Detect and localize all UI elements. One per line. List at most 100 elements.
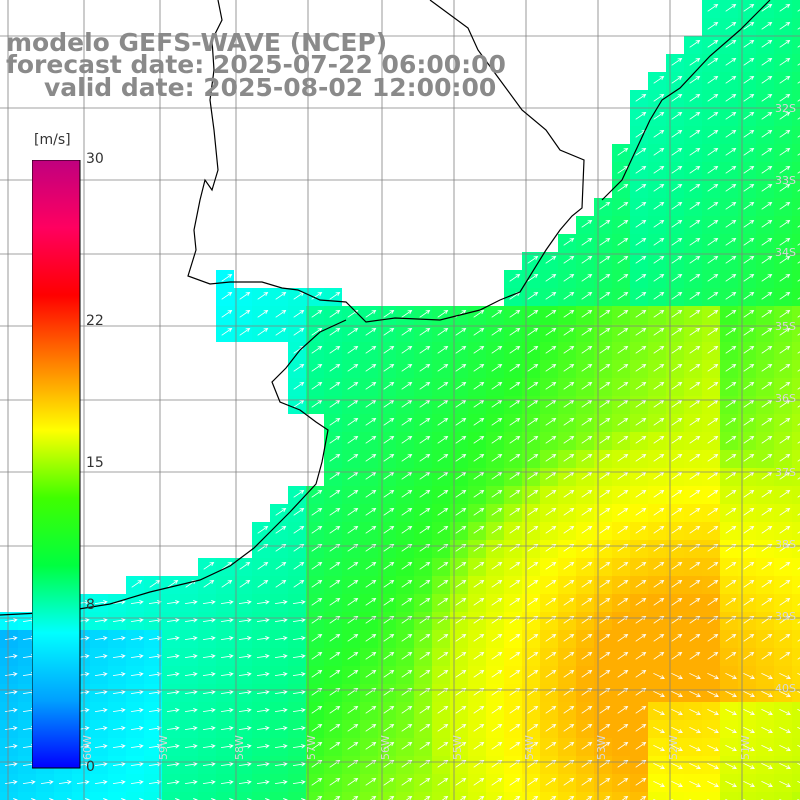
wind-arrow	[707, 328, 719, 336]
wind-speed-cell	[630, 792, 648, 800]
wind-arrow	[274, 654, 288, 659]
wind-arrow	[437, 526, 449, 534]
wind-arrow	[707, 726, 719, 734]
wind-arrow	[455, 400, 467, 408]
wind-arrow	[581, 364, 593, 372]
wind-arrow	[329, 724, 341, 732]
wind-arrow	[274, 672, 288, 677]
wind-arrow	[347, 490, 359, 498]
wind-arrow	[779, 418, 791, 426]
wind-arrow	[689, 274, 701, 282]
wind-arrow	[617, 778, 629, 786]
wind-arrow	[365, 670, 377, 678]
wind-arrow	[202, 600, 216, 605]
wind-arrow	[131, 580, 143, 588]
wind-arrow	[311, 346, 323, 354]
wind-arrow	[455, 526, 467, 534]
wind-arrow	[689, 418, 701, 426]
wind-arrow	[797, 405, 800, 408]
wind-arrow	[563, 706, 575, 714]
wind-arrow	[689, 166, 701, 174]
wind-arrow	[743, 238, 755, 246]
wind-arrow	[509, 436, 521, 444]
wind-speed-cell	[792, 630, 800, 648]
wind-arrow	[563, 346, 575, 354]
wind-arrow	[653, 562, 665, 570]
wind-arrow	[329, 508, 341, 516]
wind-arrow	[599, 670, 611, 678]
wind-arrow	[491, 706, 503, 714]
wind-arrow	[689, 130, 701, 138]
wind-arrow	[599, 454, 611, 462]
wind-arrow	[797, 549, 800, 552]
wind-arrow	[581, 742, 593, 750]
wind-arrow	[671, 346, 683, 354]
wind-arrow	[148, 780, 162, 785]
wind-arrow	[311, 328, 323, 336]
wind-arrow	[473, 724, 485, 732]
wind-arrow	[797, 333, 800, 336]
wind-arrow	[671, 418, 683, 426]
wind-arrow	[184, 744, 198, 749]
wind-arrow	[581, 706, 593, 714]
wind-arrow	[455, 652, 467, 660]
wind-arrow	[671, 310, 683, 318]
wind-arrow	[563, 508, 575, 516]
wind-arrow	[779, 4, 791, 12]
wind-speed-cell	[792, 396, 800, 414]
wind-arrow	[148, 690, 162, 695]
wind-arrow	[797, 369, 800, 372]
wind-speed-cell	[522, 792, 540, 800]
wind-arrow	[220, 654, 234, 659]
wind-arrow	[689, 310, 701, 318]
wind-arrow	[473, 526, 485, 534]
wind-arrow	[725, 490, 737, 498]
wind-arrow	[509, 634, 521, 642]
wind-arrow	[743, 4, 755, 12]
wind-arrow	[563, 490, 575, 498]
wind-arrow	[383, 580, 395, 588]
wind-arrow	[581, 256, 593, 264]
wind-arrow	[4, 726, 18, 731]
wind-arrow	[761, 634, 773, 642]
latitude-label: 33S	[775, 174, 796, 187]
wind-arrow	[779, 382, 791, 390]
wind-arrow	[527, 724, 539, 732]
longitude-label: 56W	[379, 735, 392, 760]
wind-arrow	[599, 346, 611, 354]
wind-arrow	[797, 762, 800, 765]
wind-arrow	[545, 490, 557, 498]
wind-speed-cell	[504, 792, 522, 800]
wind-arrow	[94, 726, 108, 731]
wind-arrow	[275, 508, 287, 516]
wind-arrow	[707, 436, 719, 444]
wind-arrow	[671, 328, 683, 336]
wind-arrow	[293, 580, 305, 588]
wind-arrow	[671, 708, 683, 716]
wind-arrow	[311, 400, 323, 408]
wind-arrow	[509, 382, 521, 390]
wind-arrow	[779, 274, 791, 282]
wind-arrow	[725, 364, 737, 372]
wind-arrow	[761, 598, 773, 606]
wind-arrow	[653, 472, 665, 480]
wind-arrow	[635, 490, 647, 498]
wind-arrow	[509, 328, 521, 336]
wind-arrow	[797, 279, 800, 282]
wind-speed-cell	[36, 792, 54, 800]
wind-arrow	[707, 690, 719, 698]
wind-arrow	[112, 726, 126, 731]
wind-arrow	[130, 618, 144, 623]
wind-arrow	[491, 742, 503, 750]
wind-arrow	[635, 670, 647, 678]
wind-arrow	[743, 508, 755, 516]
wind-arrow	[148, 636, 162, 641]
wind-arrow	[635, 238, 647, 246]
wind-arrow	[581, 580, 593, 588]
wind-arrow	[779, 672, 791, 680]
wind-arrow	[311, 292, 323, 300]
wind-arrow	[257, 562, 269, 570]
wind-arrow	[761, 526, 773, 534]
wind-arrow	[239, 292, 251, 300]
